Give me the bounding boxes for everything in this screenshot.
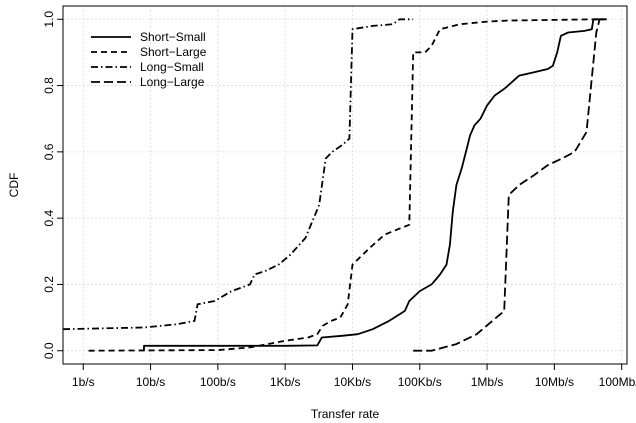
x-tick-label: 1Mb/s [471,375,504,389]
legend-entry: Long−Small [140,60,204,74]
x-tick-label: 100Kb/s [398,375,442,389]
series-lines [62,18,607,352]
x-tick-label: 1b/s [72,375,95,389]
legend-entry: Long−Large [140,75,205,89]
x-tick-label: 1Kb/s [270,375,301,389]
y-tick-label: 1.0 [42,11,56,28]
legend-entry: Short−Large [140,45,207,59]
y-tick-label: 0.6 [42,143,56,160]
x-axis: 1b/s 10b/s 100b/s 1Kb/s 10Kb/s 100Kb/s 1Mb/s 10… [72,364,636,389]
series-line-long-small [62,18,414,331]
x-tick-label: 10b/s [136,375,165,389]
y-axis: 0.0 0.2 0.4 0.6 0.8 1.0 [42,11,63,359]
x-tick-label: 100b/s [200,375,236,389]
y-tick-label: 0.0 [42,342,56,359]
x-tick-label: 10Mb/s [535,375,574,389]
x-tick-label: 10Kb/s [334,375,371,389]
y-tick-label: 0.4 [42,209,56,226]
y-tick-label: 0.8 [42,77,56,94]
x-tick-label: 100Mb/s [599,375,636,389]
legend-entry: Short−Small [140,30,206,44]
plot-frame [62,5,628,365]
series-line-short-large [88,18,607,352]
x-axis-label: Transfer rate [311,407,380,421]
y-tick-label: 0.2 [42,276,56,293]
legend: Short−SmallShort−LargeLong−SmallLong−Lar… [91,30,207,89]
series-line-short-small [143,18,605,351]
series-line-long-large [413,18,607,352]
y-axis-label: CDF [7,173,21,198]
